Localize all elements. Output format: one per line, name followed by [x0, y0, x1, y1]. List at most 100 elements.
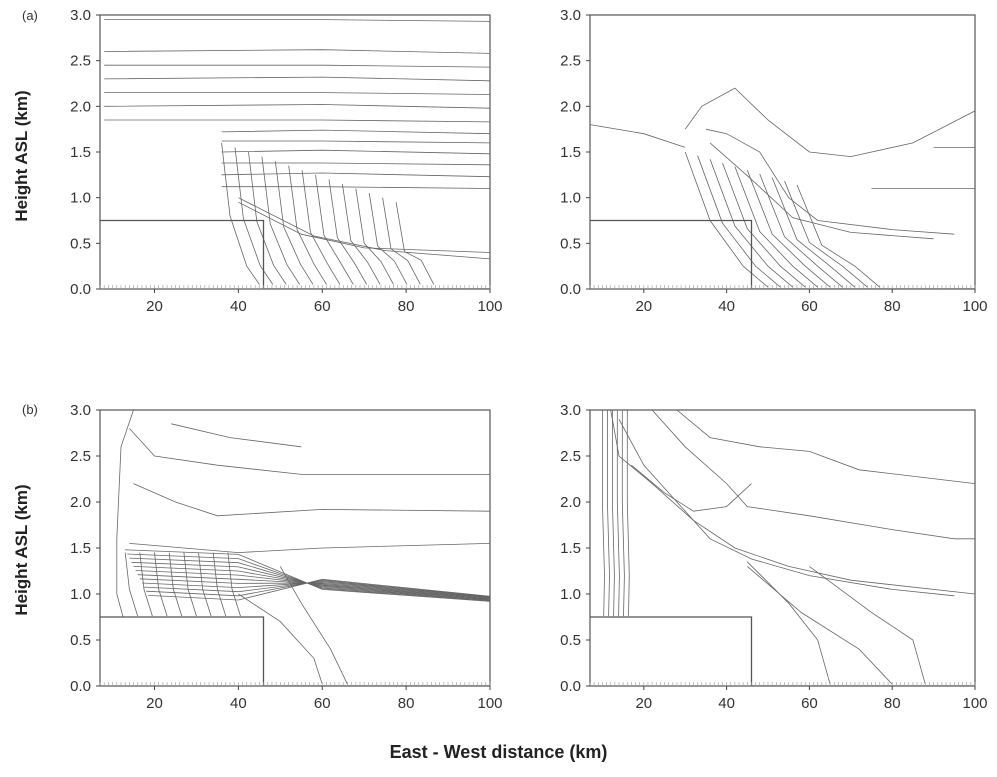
- x-tick-label: 80: [884, 298, 901, 315]
- y-tick-label: 1.5: [560, 144, 581, 161]
- panel-label-b: (b): [22, 402, 38, 417]
- contour-line: [227, 552, 241, 617]
- y-tick-label: 2.5: [70, 448, 91, 465]
- contour-line: [301, 170, 341, 285]
- contour-line: [759, 173, 843, 288]
- x-tick-label: 60: [314, 695, 331, 712]
- contour-group: [100, 19, 490, 289]
- contour-line: [382, 197, 421, 285]
- contour-line: [705, 128, 955, 235]
- y-tick-label: 0.5: [560, 235, 581, 252]
- contour-line: [221, 140, 490, 144]
- y-tick-label: 1.0: [70, 190, 91, 207]
- terrain-line: [590, 616, 975, 686]
- y-tick-label: 2.5: [70, 53, 91, 70]
- contour-line: [212, 552, 227, 617]
- contour-line: [148, 578, 490, 601]
- contour-line: [771, 177, 856, 288]
- contour-line: [129, 543, 490, 554]
- panel-4: 20 40 60 80 100 0.0 0.5 1.0 1.5 2.0 2.5 3.0: [560, 402, 987, 712]
- y-tick-label: 1.5: [70, 540, 91, 557]
- contour-line: [368, 193, 408, 285]
- contour-line: [104, 64, 490, 68]
- contour-line: [133, 483, 490, 517]
- x-tick-label: 80: [398, 298, 415, 315]
- contour-line: [221, 142, 260, 285]
- contour-line: [238, 197, 490, 260]
- contour-line: [631, 464, 752, 512]
- plot-frame: [589, 14, 976, 290]
- contour-line: [676, 410, 975, 484]
- y-tick-label: 0.0: [70, 281, 91, 298]
- contour-line: [734, 166, 818, 288]
- y-tick-label: 0.0: [70, 678, 91, 695]
- plot-frame: [589, 409, 976, 687]
- contour-line: [238, 201, 490, 253]
- contour-line: [279, 566, 348, 685]
- terrain-line: [590, 219, 975, 289]
- contour-line: [746, 170, 831, 288]
- contour-line: [137, 574, 490, 599]
- x-tick-label: 100: [962, 695, 987, 712]
- contour-line: [342, 183, 381, 285]
- contour-line: [141, 581, 490, 599]
- contour-line: [590, 124, 686, 148]
- x-tick-label: 100: [477, 298, 502, 315]
- x-axis-label: East - West distance (km): [389, 742, 608, 762]
- y-tick-label: 2.0: [560, 494, 581, 511]
- contour-line: [221, 186, 490, 189]
- y-tick-label: 2.0: [560, 98, 581, 115]
- y-tick-label: 2.5: [560, 53, 581, 70]
- contour-line: [139, 552, 153, 617]
- contour-line: [168, 552, 183, 617]
- contour-line: [809, 566, 926, 685]
- contour-line: [618, 419, 955, 597]
- x-tick-label: 40: [230, 298, 247, 315]
- y-tick-label: 1.0: [70, 586, 91, 603]
- y-tick-label: 0.0: [560, 281, 581, 298]
- contour-line: [722, 162, 806, 288]
- contour-line: [697, 155, 781, 288]
- contour-line: [125, 549, 490, 602]
- contour-line: [104, 49, 490, 54]
- x-tick-label: 60: [801, 298, 818, 315]
- contour-group: [590, 410, 975, 686]
- x-tick-label: 60: [314, 298, 331, 315]
- contour-line: [747, 561, 831, 685]
- contour-line: [784, 181, 868, 288]
- y-tick-label: 1.5: [70, 144, 91, 161]
- contour-line: [651, 410, 975, 540]
- contour-line: [616, 410, 620, 617]
- contour-line: [612, 410, 615, 617]
- contour-line: [143, 580, 490, 598]
- y-tick-label: 3.0: [560, 402, 581, 419]
- contour-line: [684, 151, 769, 288]
- x-tick-label: 40: [230, 695, 247, 712]
- contour-line: [135, 570, 490, 600]
- contour-line: [104, 92, 490, 95]
- x-tick-label: 20: [146, 695, 163, 712]
- panel-3: 20 40 60 80 100 0.0 0.5 1.0 1.5 2.0 2.5 3.0: [70, 402, 502, 712]
- contour-line: [154, 552, 168, 617]
- contour-line: [116, 410, 134, 618]
- contour-line: [127, 553, 490, 602]
- contour-line: [684, 87, 975, 158]
- contour-line: [261, 156, 300, 285]
- contour-line: [610, 410, 975, 595]
- contour-line: [234, 147, 274, 285]
- contour-line: [171, 423, 302, 448]
- x-tick-label: 80: [884, 695, 901, 712]
- y-tick-label: 1.0: [560, 190, 581, 207]
- panel-2: 20 40 60 80 100 0.0 0.5 1.0 1.5 2.0 2.5 3.0: [560, 7, 987, 315]
- terrain-line: [100, 616, 490, 686]
- contour-line: [139, 578, 490, 599]
- contour-line: [104, 104, 490, 109]
- contour-line: [221, 162, 490, 166]
- x-tick-label: 40: [718, 298, 735, 315]
- contour-line: [395, 202, 435, 285]
- contour-line: [221, 172, 490, 178]
- y-tick-label: 2.0: [70, 98, 91, 115]
- contour-line: [129, 428, 490, 475]
- contour-line: [146, 579, 490, 598]
